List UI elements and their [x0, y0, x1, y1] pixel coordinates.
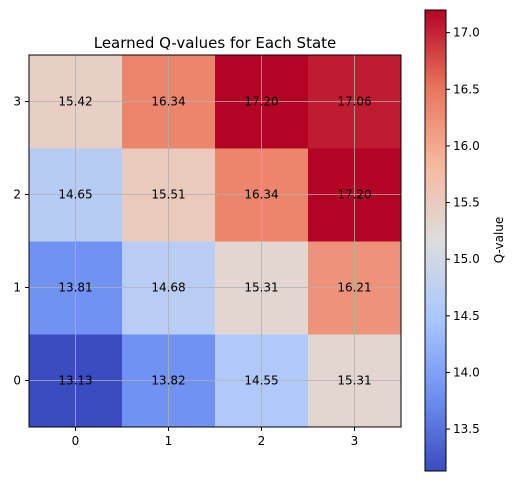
- colorbar-tick-label: 15.5: [453, 196, 480, 210]
- cell-value-label: 14.55: [244, 374, 278, 388]
- x-axis-ticks: 0 1 2 3: [72, 427, 359, 448]
- x-tick-label: 3: [351, 434, 359, 448]
- colorbar-tick-label: 15.0: [453, 252, 480, 266]
- y-tick-label: 3: [13, 95, 21, 109]
- colorbar-tick-label: 14.0: [453, 365, 480, 379]
- cell-value-label: 15.31: [244, 281, 278, 295]
- cell-value-label: 15.42: [58, 95, 92, 109]
- colorbar-tick-label: 16.0: [453, 139, 480, 153]
- y-tick-label: 2: [13, 188, 21, 202]
- colorbar-tick-label: 17.0: [453, 26, 480, 40]
- y-axis-ticks: 0 1 2 3: [13, 95, 29, 388]
- chart-title: Learned Q-values for Each State: [94, 34, 337, 52]
- cell-value-label: 17.06: [337, 95, 371, 109]
- colorbar-label: Q-value: [492, 217, 506, 264]
- cell-value-label: 13.13: [58, 374, 92, 388]
- cell-labels: 13.13 13.82 14.55 15.31 13.81 14.68 15.31 16.21…: [58, 95, 371, 388]
- cell-value-label: 14.68: [151, 281, 185, 295]
- cell-value-label: 16.34: [151, 95, 185, 109]
- gridlines: [29, 55, 401, 427]
- plot-frame: [28, 54, 402, 428]
- colorbar-tick-label: 16.5: [453, 82, 480, 96]
- colorbar-tick-label: 14.5: [453, 309, 480, 323]
- y-tick-label: 1: [13, 281, 21, 295]
- cell-value-label: 13.81: [58, 281, 92, 295]
- x-tick-label: 2: [258, 434, 266, 448]
- cell-value-label: 13.82: [151, 374, 185, 388]
- x-tick-label: 0: [72, 434, 80, 448]
- cell-value-label: 14.65: [58, 188, 92, 202]
- cell-value-label: 16.21: [337, 281, 371, 295]
- cell-value-label: 17.20: [244, 95, 278, 109]
- cell-value-label: 15.51: [151, 188, 185, 202]
- cell-value-label: 16.34: [244, 188, 278, 202]
- heatmap-cells: [29, 55, 402, 428]
- x-tick-label: 1: [165, 434, 173, 448]
- colorbar-ticks: 13.5 14.0 14.5 15.0 15.5 16.0 16.5 17.0: [446, 26, 480, 436]
- colorbar-tick-label: 13.5: [453, 422, 480, 436]
- colorbar: [424, 9, 447, 472]
- y-tick-label: 0: [13, 374, 21, 388]
- cell-value-label: 17.20: [337, 188, 371, 202]
- cell-value-label: 15.31: [337, 374, 371, 388]
